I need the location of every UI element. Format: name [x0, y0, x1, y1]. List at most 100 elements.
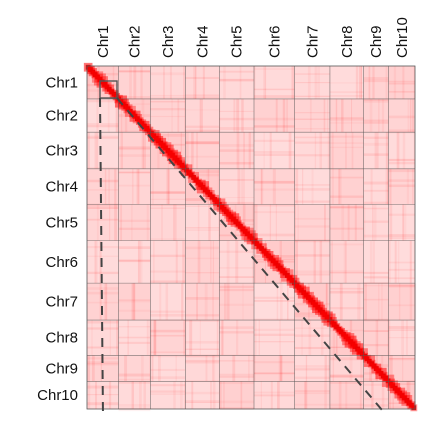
block-streak [329, 329, 364, 332]
block-streak [152, 168, 154, 205]
y-tick-label-Chr7: Chr7 [45, 294, 78, 311]
block-streak [185, 125, 220, 128]
block-Chr7-Chr10 [388, 283, 415, 321]
block-streak [413, 132, 416, 169]
block-streak [363, 404, 389, 407]
block-streak [185, 141, 220, 145]
block-streak [219, 179, 254, 181]
block-streak [212, 381, 216, 409]
block-streak [161, 204, 163, 241]
block-streak [392, 381, 394, 409]
block-streak [150, 270, 186, 273]
diagonal-core [104, 84, 110, 90]
block-streak [329, 146, 364, 149]
block-streak [388, 261, 415, 264]
block-streak [409, 240, 412, 284]
diagonal-core [200, 184, 206, 190]
block-streak [253, 188, 295, 191]
block-streak [185, 391, 220, 395]
block-streak [406, 168, 410, 205]
block-Chr10-Chr5 [219, 381, 254, 409]
block-streak [181, 283, 184, 321]
block-streak [294, 273, 330, 276]
block-streak [388, 336, 415, 339]
block-streak [294, 392, 330, 395]
diagonal-core [317, 307, 323, 313]
block-Chr4-Chr8 [329, 168, 364, 205]
block-streak [253, 68, 295, 70]
block-streak [339, 283, 343, 321]
block-streak [107, 98, 110, 133]
block-Chr3-Chr10 [388, 132, 415, 169]
diagonal-core [402, 395, 407, 401]
diagonal-core [315, 304, 321, 310]
block-streak [294, 254, 330, 257]
block-streak [253, 66, 256, 99]
block-streak [219, 144, 254, 147]
block-streak [369, 355, 373, 382]
block-streak [325, 283, 327, 321]
block-streak [329, 243, 364, 246]
tad-domain [270, 257, 279, 267]
block-streak [150, 329, 186, 333]
tad-domain [343, 334, 351, 342]
block-Chr3-Chr7 [294, 132, 330, 169]
block-Chr3-Chr1 [87, 132, 119, 169]
block-streak [363, 207, 389, 210]
block-streak [360, 66, 363, 99]
block-streak [159, 283, 162, 321]
block-streak [329, 272, 364, 274]
block-streak [253, 117, 295, 121]
diagonal-core [130, 111, 136, 117]
block-streak [150, 310, 186, 313]
block-Chr5-Chr7 [294, 204, 330, 241]
x-tick-label-Chr2: Chr2 [126, 25, 143, 58]
diagonal-core [273, 260, 278, 266]
block-streak [204, 283, 208, 321]
tad-domain [137, 118, 144, 126]
block-streak [175, 240, 178, 284]
block-streak [407, 381, 411, 409]
x-tick-label-Chr10: Chr10 [394, 17, 411, 58]
block-streak [294, 365, 330, 368]
tad-domain [303, 292, 313, 302]
block-streak [218, 204, 220, 241]
block-streak [151, 355, 154, 382]
block-streak [363, 271, 389, 274]
diagonal-core [247, 233, 253, 239]
diagonal-core [388, 380, 393, 386]
block-streak [236, 98, 240, 133]
block-Chr6-Chr5 [219, 240, 254, 284]
block-streak [253, 299, 295, 302]
block-streak [150, 280, 186, 283]
diagonal-core [181, 165, 187, 171]
block-streak [253, 296, 295, 299]
block-streak [287, 283, 289, 321]
block-streak [294, 346, 330, 350]
block-streak [219, 381, 222, 409]
diagonal-core [109, 89, 114, 95]
block-streak [369, 98, 373, 133]
block-streak [360, 355, 363, 382]
block-streak [253, 151, 295, 153]
block-streak [401, 320, 404, 356]
block-Chr9-Chr4 [185, 355, 220, 382]
block-streak [305, 355, 308, 382]
tad-domain [205, 190, 213, 198]
block-streak [112, 66, 115, 99]
block-streak [363, 201, 389, 205]
block-streak [133, 283, 136, 321]
diagonal-core [397, 390, 403, 396]
diagonal-core [146, 128, 152, 134]
block-streak [150, 94, 186, 97]
block-streak [388, 326, 415, 329]
tad-domain [294, 283, 304, 293]
y-tick-label-Chr9: Chr9 [45, 360, 78, 377]
block-streak [331, 240, 333, 284]
diagonal-core [261, 248, 267, 254]
block-streak [294, 390, 330, 393]
block-Chr10-Chr6 [253, 381, 295, 409]
block-streak [233, 98, 236, 133]
block-streak [363, 79, 389, 83]
block-streak [385, 66, 388, 99]
